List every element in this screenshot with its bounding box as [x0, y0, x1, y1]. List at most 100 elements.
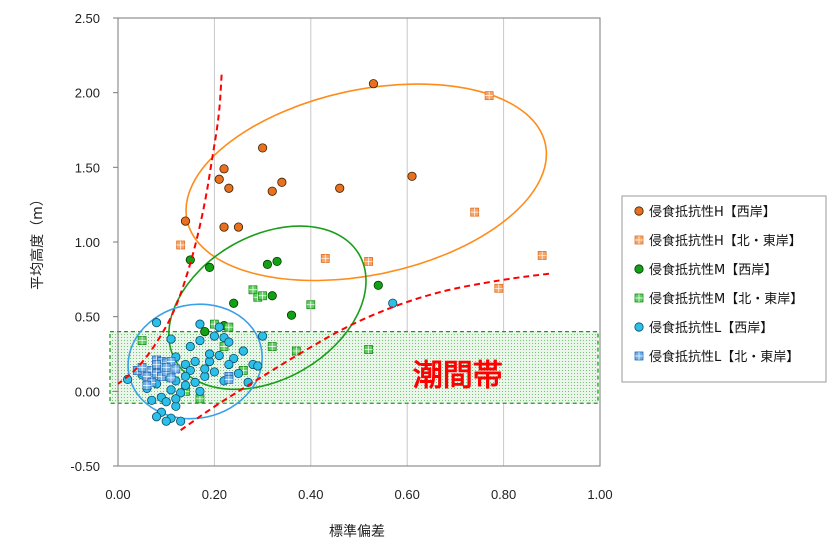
boundary-curve-1: [117, 74, 223, 385]
point-series-2-grid: [494, 284, 503, 293]
point-series-5: [209, 331, 219, 341]
point-series-1: [180, 216, 191, 226]
point-series-6-grid: [157, 372, 166, 381]
point-series-4-grid: [306, 300, 315, 309]
point-series-5: [161, 416, 171, 426]
point-series-5: [185, 341, 195, 352]
y-tick-label: 2.00: [75, 86, 100, 101]
point-series-5: [204, 349, 215, 359]
point-series-5: [238, 346, 248, 356]
y-tick-label: 0.50: [75, 310, 100, 325]
point-series-5: [151, 318, 162, 328]
legend-entry: 侵食抵抗性M【西岸】: [649, 262, 777, 278]
point-series-3: [200, 326, 210, 337]
legend: 侵食抵抗性H【西岸】侵食抵抗性H【北・東岸】侵食抵抗性M【西岸】侵食抵抗性M【北…: [621, 195, 827, 383]
legend-box: [621, 195, 827, 383]
point-series-6-grid: [142, 372, 151, 381]
y-tick-label: 1.00: [75, 235, 100, 250]
point-series-4-grid: [224, 323, 233, 332]
point-series-5: [224, 337, 234, 347]
point-series-3: [286, 310, 297, 320]
point-series-6-grid: [171, 364, 180, 373]
x-axis-label: 標準偏差: [329, 524, 385, 540]
point-series-6-grid: [167, 357, 176, 366]
legend-marker: [634, 206, 644, 216]
point-series-5: [214, 350, 224, 361]
point-series-4-grid: [220, 342, 229, 351]
boundary-curves: [117, 74, 552, 431]
point-series-5: [176, 416, 186, 426]
point-series-1: [233, 222, 244, 232]
legend-entry: 侵食抵抗性L【西岸】: [649, 320, 773, 336]
ellipse-H: [185, 83, 548, 282]
legend-marker: [634, 264, 644, 274]
point-series-5: [176, 388, 186, 398]
legend-marker-grid: [635, 352, 643, 360]
legend-marker-grid: [635, 294, 643, 302]
point-series-5: [195, 319, 205, 329]
point-series-1: [219, 222, 229, 232]
point-series-4-grid: [258, 291, 267, 300]
point-series-5: [233, 368, 244, 379]
point-series-5: [166, 334, 176, 344]
point-series-3: [204, 262, 215, 272]
point-series-5: [161, 397, 171, 407]
y-axis-label: 平均高度（m）: [29, 192, 46, 290]
point-series-4-grid: [138, 336, 147, 345]
point-series-5: [190, 377, 200, 387]
point-series-6-grid: [224, 375, 233, 384]
point-series-5: [195, 386, 205, 396]
point-series-1: [257, 143, 268, 153]
x-tick-label: 0.60: [395, 487, 420, 502]
point-series-2-grid: [364, 257, 373, 266]
point-series-4-grid: [364, 345, 373, 354]
point-series-5: [190, 356, 200, 367]
point-series-5: [180, 380, 191, 390]
x-tick-label: 0.80: [491, 487, 516, 502]
point-series-3: [267, 291, 277, 301]
legend-entry: 侵食抵抗性H【西岸】: [649, 204, 776, 220]
point-series-1: [219, 164, 229, 174]
axis-ticks: -0.50 0.00 0.50 1.00 1.50 2.00 2.50 0.00 0.20 0.4…: [70, 11, 612, 502]
legend-entry: 侵食抵抗性L【北・東岸】: [649, 349, 799, 365]
data-points: [123, 79, 547, 426]
point-series-5: [151, 412, 162, 422]
intertidal-zone-label: 潮間帯: [413, 358, 503, 393]
legend-marker: [634, 322, 644, 332]
x-tick-label: 1.00: [587, 487, 612, 502]
point-series-5: [195, 335, 205, 346]
y-tick-label: 2.50: [75, 11, 100, 26]
point-series-6-grid: [167, 373, 176, 382]
legend-entry: 侵食抵抗性H【北・東岸】: [649, 233, 802, 249]
point-series-5: [147, 395, 157, 405]
point-series-6-grid: [142, 381, 151, 390]
point-series-1: [368, 79, 379, 89]
point-series-6-grid: [152, 360, 161, 369]
y-tick-label: 1.50: [75, 160, 100, 175]
point-series-2-grid: [321, 254, 330, 263]
point-series-6-grid: [162, 363, 171, 372]
point-series-5: [253, 361, 263, 371]
point-series-6-grid: [138, 363, 147, 372]
x-tick-label: 0.20: [202, 487, 227, 502]
y-tick-label: 0.00: [75, 384, 100, 399]
point-series-1: [407, 171, 417, 181]
point-series-5: [185, 365, 195, 376]
point-series-2-grid: [538, 251, 547, 260]
point-series-2-grid: [485, 91, 494, 100]
point-series-5: [180, 359, 191, 370]
point-series-3: [272, 256, 282, 267]
point-series-4-grid: [268, 342, 277, 351]
legend-marker-grid: [635, 236, 643, 244]
point-series-1: [277, 177, 287, 187]
point-series-4-grid: [195, 394, 204, 403]
point-series-5: [214, 322, 224, 332]
x-tick-label: 0.40: [298, 487, 323, 502]
x-tick-label: 0.00: [105, 487, 130, 502]
point-series-3: [229, 298, 239, 308]
point-series-5: [388, 298, 398, 308]
point-series-4-grid: [292, 347, 301, 356]
point-series-3: [262, 259, 273, 269]
point-series-4-grid: [248, 285, 257, 294]
